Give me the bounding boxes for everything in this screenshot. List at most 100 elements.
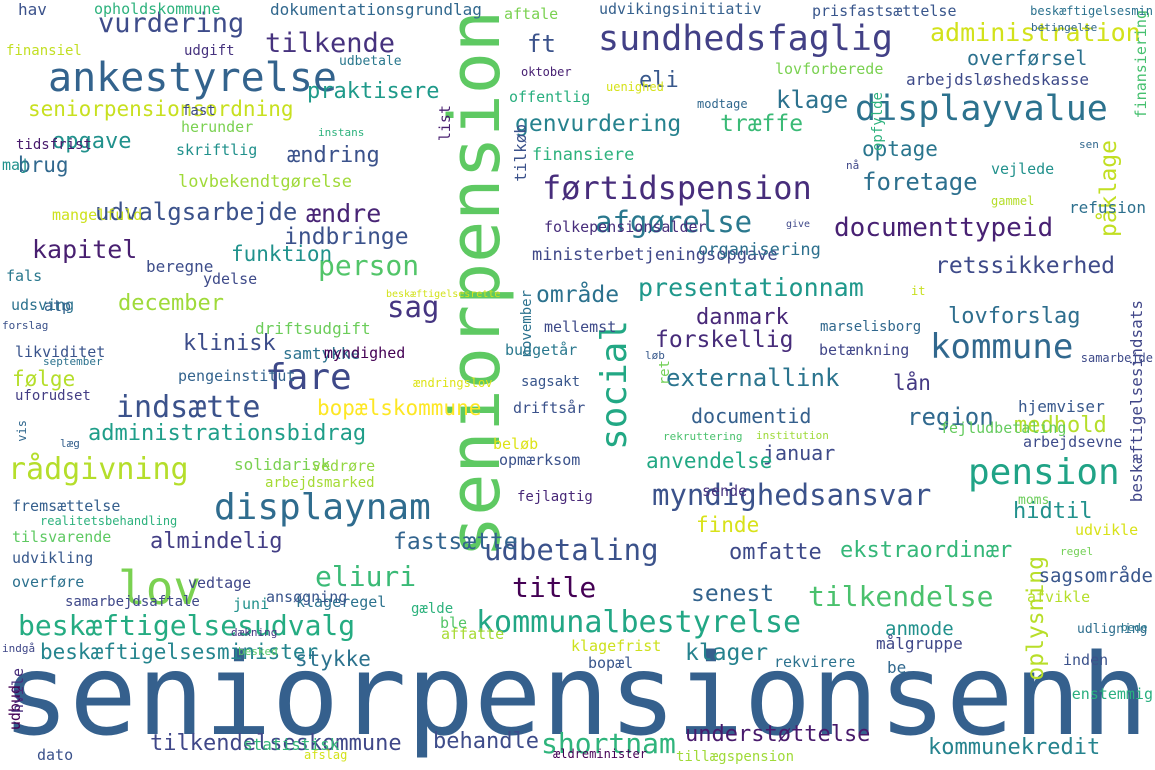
cloud-word: region — [907, 403, 994, 431]
cloud-word: hvile — [9, 668, 27, 714]
cloud-word: institution — [756, 429, 829, 442]
cloud-word: kommunekredit — [928, 735, 1101, 760]
cloud-word: gælde — [411, 601, 454, 617]
cloud-word: driftsudgift — [255, 319, 371, 338]
cloud-word: rådgivning — [8, 452, 189, 487]
cloud-word: beløb — [493, 435, 539, 453]
cloud-word: mellemst — [544, 318, 617, 336]
cloud-word: seniorpensionsenhed — [2, 631, 1155, 761]
cloud-word: hav — [18, 0, 47, 19]
cloud-word: udvalgsarbejde — [95, 198, 298, 226]
cloud-word: tilsvarende — [12, 528, 112, 546]
cloud-word: marselisborg — [820, 319, 922, 335]
cloud-word: beskæftigelsesmin — [1030, 4, 1153, 18]
cloud-word: følge — [12, 367, 76, 391]
cloud-word: person — [318, 249, 420, 282]
cloud-word: uenighed — [606, 80, 664, 94]
cloud-word: fremsættelse — [12, 497, 121, 515]
cloud-word: udvikingsinitiativ — [599, 0, 762, 18]
cloud-word: inden — [1063, 651, 1109, 669]
cloud-word: finansiel — [6, 43, 82, 59]
cloud-word: optage — [862, 137, 938, 161]
cloud-word: beskæftigelsesrette — [386, 289, 501, 300]
cloud-word: vis — [15, 420, 29, 442]
cloud-word: klageregel — [296, 593, 387, 611]
cloud-word: førtidspension — [542, 169, 812, 207]
cloud-word: administration — [930, 18, 1141, 47]
cloud-word: uforudset — [15, 388, 91, 404]
cloud-word: driftsår — [513, 399, 586, 417]
cloud-word: beskæftigelsesindsats — [1127, 300, 1146, 503]
cloud-word: sagsområde — [1038, 565, 1153, 587]
cloud-word: ældreminister — [553, 747, 647, 761]
cloud-word: praktisere — [307, 79, 440, 104]
cloud-word: maj — [2, 156, 30, 174]
cloud-word: moms — [1018, 493, 1050, 508]
cloud-word: forskellig — [655, 327, 794, 353]
cloud-word: fals — [6, 267, 43, 285]
cloud-word: arbejdsmarked — [265, 475, 375, 491]
cloud-word: løb — [645, 349, 665, 362]
cloud-word: opholdskommune — [94, 0, 221, 18]
cloud-word: pengeinstitut — [178, 367, 296, 385]
cloud-word: indsætte — [116, 390, 261, 425]
cloud-word: klinisk — [183, 331, 276, 356]
cloud-word: social — [594, 320, 635, 451]
cloud-word: it — [911, 284, 926, 298]
cloud-word: område — [536, 282, 620, 308]
cloud-word: ret — [657, 360, 673, 386]
cloud-word: ydelse — [203, 270, 258, 288]
cloud-word: folkepensionsalder — [544, 218, 707, 236]
cloud-word: bopæl — [588, 654, 634, 672]
cloud-word: mangelfuld — [52, 206, 143, 224]
cloud-word: bede — [1121, 621, 1148, 634]
cloud-word: eli — [639, 68, 679, 93]
cloud-word: juni — [233, 595, 270, 613]
cloud-word: overføre — [12, 573, 85, 591]
cloud-word: finde — [696, 513, 760, 537]
cloud-word: refusion — [1069, 198, 1147, 217]
cloud-word: opgave — [52, 129, 132, 154]
cloud-word: lovforberede — [775, 60, 884, 78]
cloud-word: displayvalue — [855, 89, 1108, 129]
cloud-word: list — [436, 105, 454, 142]
cloud-word: ændringslov — [413, 376, 493, 390]
cloud-word: dokumentationsgrundlag — [270, 0, 482, 19]
cloud-word: nå — [846, 159, 860, 172]
cloud-word: udvikle — [1075, 521, 1139, 539]
cloud-word: lov — [118, 561, 202, 615]
cloud-word: affatte — [441, 625, 505, 643]
cloud-word: lovforslag — [948, 304, 1081, 329]
cloud-word: sundhedsfaglig — [598, 19, 894, 59]
cloud-word: udsving — [11, 296, 75, 314]
cloud-word: gammel — [991, 194, 1035, 208]
cloud-word: dækning — [231, 626, 278, 639]
cloud-word: be — [887, 658, 907, 677]
cloud-word: kommune — [930, 327, 1074, 367]
cloud-word: klagefrist — [571, 637, 662, 655]
cloud-word: danmark — [696, 305, 789, 330]
cloud-word: statistisk — [243, 735, 340, 754]
cloud-word: finansiering — [1132, 10, 1150, 119]
cloud-word: udbetaling — [484, 533, 659, 567]
cloud-word: beskæftigelsesminister — [40, 640, 319, 664]
cloud-word: anmode — [885, 618, 954, 640]
cloud-word: læg — [60, 437, 80, 450]
cloud-word: externallink — [666, 364, 840, 392]
cloud-word: hidtil — [1013, 499, 1093, 524]
cloud-word: udgift — [184, 43, 235, 59]
cloud-word: hjemviser — [1018, 397, 1105, 416]
cloud-word: displaynam — [214, 487, 431, 528]
cloud-word: anvendelse — [646, 449, 773, 473]
cloud-word: samtykke — [283, 344, 361, 363]
cloud-word: brug — [18, 153, 69, 177]
cloud-word: bopælskommune — [317, 396, 482, 420]
cloud-word: retssikkerhed — [935, 253, 1116, 279]
cloud-word: tidsfrist — [16, 137, 92, 153]
cloud-word: besked — [238, 645, 278, 658]
cloud-word: sen — [1079, 138, 1099, 151]
cloud-word: behandle — [433, 729, 539, 754]
cloud-word: ekstraordinær — [840, 538, 1013, 563]
cloud-word: betingelse — [1031, 21, 1098, 34]
